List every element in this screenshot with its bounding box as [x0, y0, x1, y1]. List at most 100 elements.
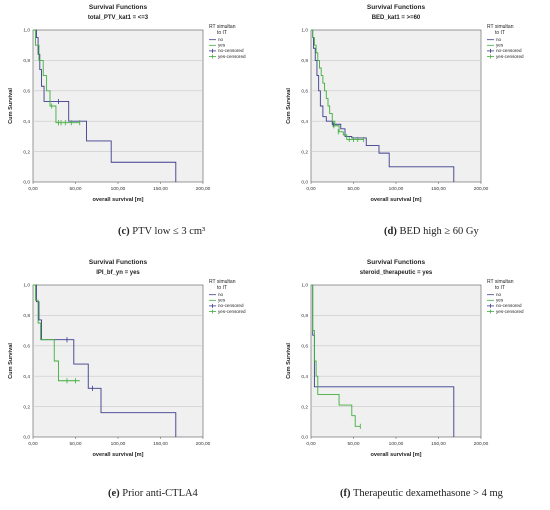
y-tick-label: 0,4 [301, 119, 308, 125]
legend-label: no [496, 292, 502, 297]
y-axis-label: Cum Survival [286, 88, 292, 124]
x-tick-label: 0,00 [28, 441, 38, 447]
y-tick-label: 0,0 [301, 435, 308, 441]
y-tick-label: 0,8 [301, 313, 308, 319]
km-chart-c: Survival Functions total_PTV_kat1 = <=3 0,… [8, 4, 246, 203]
y-tick-label: 0,2 [23, 149, 30, 155]
plot-area [310, 284, 482, 438]
legend-label: yes-censored [218, 54, 246, 59]
y-axis-label: Cum Survival [8, 88, 14, 124]
caption-e: (e) Prior anti-CTLA4 [108, 488, 198, 499]
legend-label: no-censored [496, 48, 522, 53]
x-tick-label: 50,00 [69, 186, 81, 192]
x-tick-label: 100,00 [111, 186, 126, 192]
legend-title-line2: to IT [495, 30, 505, 36]
x-tick-label: 0,00 [28, 186, 38, 192]
caption-text: Therapeutic dexamethasone > 4 mg [352, 488, 503, 499]
y-tick-label: 0,2 [23, 404, 30, 410]
chart-subtitle: BED_kat1 = >=60 [372, 15, 421, 21]
km-chart-e: Survival Functions IPI_bf_yn = yes 0,0 0,2 0… [8, 259, 246, 458]
x-tick-label: 150,00 [431, 441, 446, 447]
y-tick-label: 0,4 [301, 374, 308, 380]
legend-label: no [218, 37, 224, 42]
plot-area [310, 29, 482, 183]
plot-area [32, 29, 204, 183]
caption-d: (d) BED high ≥ 60 Gy [384, 226, 479, 237]
chart-subtitle: total_PTV_kat1 = <=3 [88, 15, 149, 21]
legend-title-line2: to IT [495, 285, 505, 291]
x-tick-label: 150,00 [153, 441, 168, 447]
x-tick-label: 150,00 [431, 186, 446, 192]
legend-label: yes-censored [496, 309, 524, 314]
caption-c: (c) PTV low ≤ 3 cm³ [118, 226, 205, 237]
x-tick-label: 200,00 [474, 441, 489, 447]
x-tick-label: 50,00 [69, 441, 81, 447]
x-axis-label: overall survival [m] [371, 197, 422, 203]
x-axis-label: overall survival [m] [93, 452, 144, 458]
km-panel-d: Survival Functions BED_kat1 = >=60 0,0 0,2 0… [278, 0, 548, 215]
km-panel-c: Survival Functions total_PTV_kat1 = <=3 0,… [0, 0, 270, 215]
caption-f: (f) Therapeutic dexamethasone > 4 mg [340, 488, 503, 499]
y-tick-label: 0,2 [301, 149, 308, 155]
caption-label: (c) [118, 226, 130, 237]
chart-title: Survival Functions [367, 259, 426, 266]
y-tick-label: 0,6 [301, 89, 308, 95]
km-panel-f: Survival Functions steroid_therapeutic = … [278, 255, 548, 470]
legend-label: yes [218, 43, 226, 48]
y-tick-label: 1,0 [23, 283, 30, 289]
y-axis-label: Cum Survival [286, 343, 292, 379]
legend-title: RT simultan [487, 279, 514, 285]
legend-label: no [496, 37, 502, 42]
x-tick-label: 150,00 [153, 186, 168, 192]
caption-text: BED high ≥ 60 Gy [399, 226, 479, 237]
legend-title: RT simultan [209, 279, 236, 285]
y-tick-label: 0,0 [301, 180, 308, 186]
y-axis-label: Cum Survival [8, 343, 14, 379]
legend-label: yes [496, 298, 504, 303]
survival-curve-no [311, 29, 455, 182]
legend-label: no-censored [218, 48, 244, 53]
chart-title: Survival Functions [367, 4, 426, 11]
legend-label: yes-censored [218, 309, 246, 314]
x-tick-label: 100,00 [389, 186, 404, 192]
y-tick-label: 0,6 [301, 344, 308, 350]
km-panel-e: Survival Functions IPI_bf_yn = yes 0,0 0,2 0… [0, 255, 270, 470]
caption-text: Prior anti-CTLA4 [122, 488, 198, 499]
y-tick-label: 0,8 [23, 313, 30, 319]
legend-label: no-censored [496, 303, 522, 308]
survival-curve-yes [311, 284, 361, 427]
y-tick-label: 0,0 [23, 435, 30, 441]
y-tick-label: 0,6 [23, 344, 30, 350]
x-tick-label: 0,00 [306, 441, 316, 447]
x-tick-label: 200,00 [196, 441, 211, 447]
y-tick-label: 0,4 [23, 119, 30, 125]
x-tick-label: 200,00 [474, 186, 489, 192]
y-tick-label: 1,0 [23, 28, 30, 34]
y-tick-label: 0,8 [23, 58, 30, 64]
legend-title: RT simultan [487, 24, 514, 30]
y-tick-label: 1,0 [301, 28, 308, 34]
legend-label: no [218, 292, 224, 297]
y-tick-label: 0,6 [23, 89, 30, 95]
x-tick-label: 0,00 [306, 186, 316, 192]
y-tick-label: 0,2 [301, 404, 308, 410]
y-tick-label: 0,4 [23, 374, 30, 380]
x-tick-label: 200,00 [196, 186, 211, 192]
x-tick-label: 100,00 [111, 441, 126, 447]
survival-curve-no [33, 29, 177, 182]
y-tick-label: 1,0 [301, 283, 308, 289]
legend-title-line2: to IT [217, 285, 227, 291]
survival-curve-yes [311, 29, 364, 140]
legend-label: no-censored [218, 303, 244, 308]
legend-label: yes [218, 298, 226, 303]
km-chart-f: Survival Functions steroid_therapeutic = … [286, 259, 524, 458]
chart-subtitle: steroid_therapeutic = yes [360, 270, 433, 276]
survival-curve-yes [33, 284, 80, 382]
caption-label: (e) [108, 488, 120, 499]
x-tick-label: 50,00 [347, 441, 359, 447]
survival-curve-yes [33, 29, 80, 124]
caption-label: (f) [340, 488, 351, 499]
chart-title: Survival Functions [89, 4, 148, 11]
x-axis-label: overall survival [m] [371, 452, 422, 458]
km-chart-d: Survival Functions BED_kat1 = >=60 0,0 0,2 0… [286, 4, 524, 203]
